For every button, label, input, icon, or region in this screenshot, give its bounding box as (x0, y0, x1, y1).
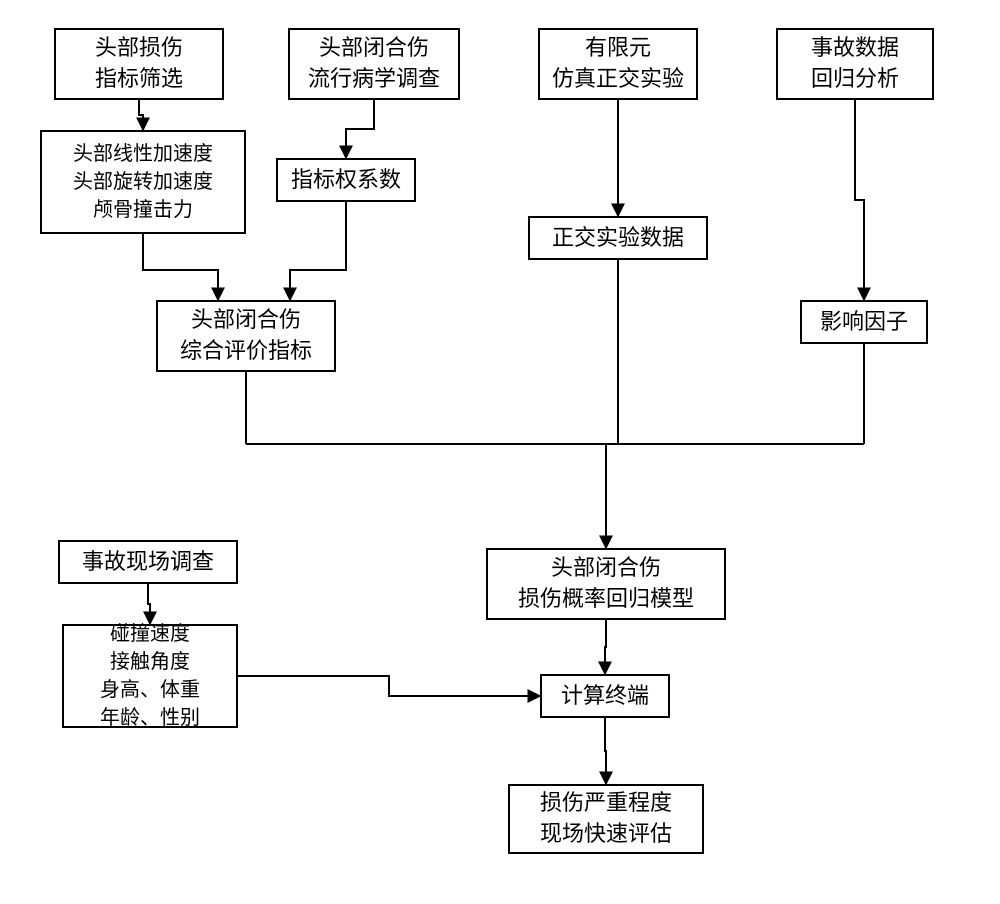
flow-box-b2: 头部闭合伤 流行病学调查 (288, 28, 460, 100)
flow-box-b3: 有限元 仿真正交实验 (538, 28, 698, 100)
flow-box-b13: 计算终端 (540, 674, 670, 718)
flowchart-canvas: 头部损伤 指标筛选头部闭合伤 流行病学调查 有限元 仿真正交实验 事故数据 回归分析… (0, 0, 1000, 904)
flow-box-b9: 影响因子 (800, 300, 928, 344)
flow-box-b12: 碰撞速度 接触角度 身高、体重 年龄、性别 (62, 624, 238, 728)
flow-box-b8: 头部闭合伤 综合评价指标 (156, 300, 336, 372)
flow-box-b7: 正交实验数据 (528, 216, 708, 260)
flow-box-b1: 头部损伤 指标筛选 (54, 28, 224, 100)
flow-box-b5: 头部线性加速度 头部旋转加速度 颅骨撞击力 (40, 130, 246, 234)
flow-box-b11: 头部闭合伤 损伤概率回归模型 (486, 548, 726, 620)
flow-box-b10: 事故现场调查 (58, 540, 238, 584)
flow-box-b6: 指标权系数 (276, 158, 416, 202)
flow-box-b4: 事故数据 回归分析 (776, 28, 934, 100)
flow-box-b14: 损伤严重程度 现场快速评估 (508, 784, 704, 854)
